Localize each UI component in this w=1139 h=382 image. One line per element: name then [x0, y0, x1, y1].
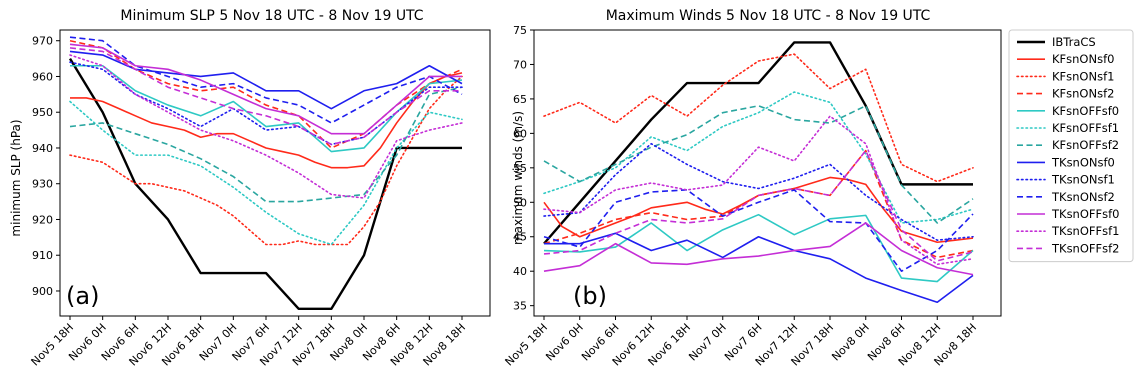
- y-axis-label-b: maximum winds (m/s): [511, 111, 525, 245]
- legend-label-tksnoffsf1: TKsnOFFsf1: [1051, 224, 1119, 238]
- series-line-tksnoffsf1-b: [543, 115, 974, 266]
- y-tick-label-b: 70: [513, 58, 527, 71]
- x-tick-label-a: Nov5 18H: [29, 321, 77, 369]
- x-tick-label-b: Nov5 18H: [503, 321, 551, 369]
- series-line-kfsnonsf0-a: [70, 72, 463, 169]
- y-tick-label-b: 75: [513, 24, 527, 37]
- series-line-kfsnonsf0-b: [543, 176, 974, 244]
- series-line-kfsnoffsf1-b: [543, 91, 974, 224]
- y-tick-label-a: 940: [32, 142, 53, 155]
- x-tick-label-b: Nov6 0H: [543, 321, 586, 364]
- y-tick-label-a: 970: [32, 35, 53, 48]
- plot-frame-b: [533, 29, 1002, 317]
- legend-label-tksnonsf1: TKsnONsf1: [1051, 173, 1115, 187]
- panel-label-b: (b): [573, 282, 607, 310]
- y-axis-label-a: minimum SLP (hPa): [9, 119, 23, 236]
- y-tick-label-b: 45: [513, 231, 527, 244]
- panel-label-a: (a): [66, 282, 99, 310]
- series-line-tksnoffsf2-b: [543, 149, 974, 262]
- y-tick-label-b: 50: [513, 196, 527, 209]
- y-tick-label-b: 55: [513, 162, 527, 175]
- series-line-tksnonsf1-b: [543, 142, 974, 241]
- y-tick-label-b: 35: [513, 300, 527, 313]
- series-line-tksnoffsf1-a: [69, 54, 463, 199]
- legend-label-tksnonsf2: TKsnONsf2: [1051, 190, 1115, 204]
- y-tick-label-a: 960: [32, 70, 53, 83]
- series-line-kfsnonsf1-a: [69, 75, 463, 246]
- legend-label-tksnoffsf0: TKsnOFFsf0: [1051, 207, 1119, 221]
- series-line-tksnonsf0-b: [544, 232, 974, 304]
- series-line-ibtracs-a: [68, 57, 462, 311]
- chart-title-b: Maximum Winds 5 Nov 18 UTC - 8 Nov 19 UT…: [606, 8, 931, 24]
- series-line-ibtracs-b: [543, 41, 973, 245]
- series-line-kfsnoffsf1-a: [69, 100, 463, 246]
- y-tick-label-a: 910: [32, 249, 53, 262]
- series-line-tksnoffsf2-a: [69, 47, 462, 146]
- legend: IBTraCS KFsnONsf0 KFsnONsf1 KFsnONsf2 KFsnOF…: [1008, 29, 1134, 263]
- legend-frame: [1008, 29, 1134, 263]
- chart-title-a: Minimum SLP 5 Nov 18 UTC - 8 Nov 19 UTC: [120, 8, 423, 24]
- x-tick-label-b: Nov8 0H: [829, 321, 872, 364]
- y-tick-label-a: 930: [32, 178, 53, 191]
- legend-label-tksnonsf0: TKsnONsf0: [1051, 155, 1115, 169]
- legend-label-kfsnonsf0: KFsnONsf0: [1052, 52, 1114, 66]
- series-line-tksnonsf2-b: [543, 189, 974, 273]
- y-tick-label-b: 65: [513, 93, 527, 106]
- y-tick-label-a: 900: [32, 285, 53, 298]
- legend-label-kfsnonsf2: KFsnONsf2: [1052, 87, 1114, 101]
- series-line-kfsnoffsf2-b: [543, 105, 974, 224]
- legend-label-tksnoffsf2: TKsnOFFsf2: [1051, 241, 1119, 255]
- series-line-tksnoffsf0-b: [543, 222, 974, 276]
- slp-chart: Minimum SLP 5 Nov 18 UTC - 8 Nov 19 UTC …: [9, 8, 491, 369]
- series-line-kfsnonsf2-b: [543, 149, 974, 259]
- series-line-kfsnoffsf2-a: [69, 86, 463, 203]
- series-line-tksnonsf2-a: [69, 36, 463, 124]
- plot-frame-a: [59, 29, 491, 317]
- legend-label-kfsnoffsf0: KFsnOFFsf0: [1052, 104, 1119, 118]
- legend-label-kfsnoffsf1: KFsnOFFsf1: [1052, 121, 1119, 135]
- x-tick-label-b: Nov7 0H: [686, 321, 729, 364]
- y-tick-label-b: 60: [513, 127, 527, 140]
- y-tick-label-a: 950: [32, 106, 53, 119]
- winds-chart: Maximum Winds 5 Nov 18 UTC - 8 Nov 19 UT…: [503, 8, 1002, 369]
- legend-label-kfsnoffsf2: KFsnOFFsf2: [1052, 138, 1119, 152]
- series-line-kfsnonsf1-b: [543, 53, 974, 183]
- series-line-tksnoffsf0-a: [69, 43, 462, 135]
- y-tick-label-b: 40: [513, 265, 527, 278]
- y-tick-label-a: 920: [32, 213, 53, 226]
- legend-label-ibtracs: IBTraCS: [1052, 35, 1096, 49]
- series-line-kfsnoffsf0-b: [543, 213, 974, 283]
- legend-label-kfsnonsf1: KFsnONsf1: [1052, 69, 1114, 83]
